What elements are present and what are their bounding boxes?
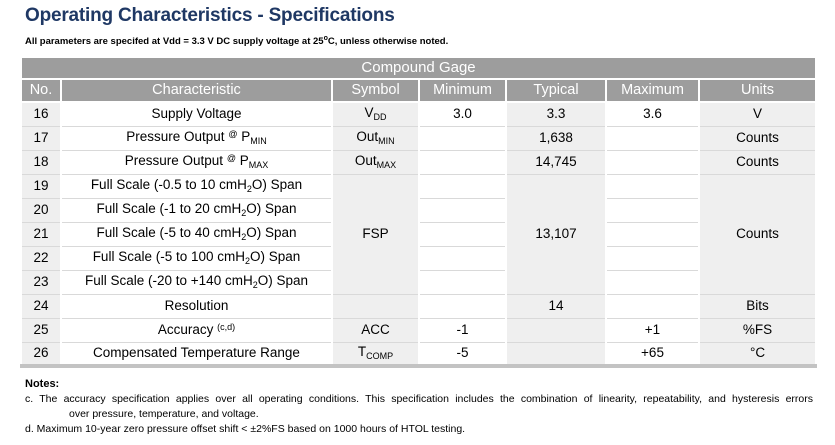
table-row: 23 Full Scale (-20 to +140 cmH2O) Span — [20, 269, 816, 295]
cell-typical — [505, 341, 607, 368]
cell-characteristic: Compensated Temperature Range — [60, 341, 333, 368]
table-row: 17 Pressure Output @ PMIN OutMIN 1,638 Count… — [20, 125, 818, 151]
cell-typical — [505, 317, 607, 343]
table-row: 21 Full Scale (-5 to 40 cmH2O) Span — [20, 221, 816, 247]
cell-minimum — [418, 293, 507, 319]
cell-maximum — [605, 173, 700, 199]
column-header-symbol: Symbol — [331, 78, 420, 103]
table-row: 25 Accuracy (c,d) ACC -1 +1 %FS — [20, 317, 818, 343]
cell-maximum — [605, 149, 700, 175]
note-d: d. Maximum 10-year zero pressure offset … — [25, 422, 466, 435]
cell-no: 16 — [20, 101, 62, 127]
cell-characteristic: Full Scale (-0.5 to 10 cmH2O) Span — [60, 173, 333, 199]
cell-minimum — [418, 197, 507, 223]
subtitle-degree-sup: o — [323, 35, 328, 42]
cell-no: 22 — [20, 245, 62, 271]
note-c-line1: c. The accuracy specification applies ov… — [25, 393, 813, 406]
cell-symbol: OutMAX — [331, 149, 420, 175]
table-body: 16 Supply Voltage VDD 3.0 3.3 3.6 V 17 Pressure … — [20, 101, 818, 368]
cell-minimum: -1 — [418, 317, 507, 343]
cell-maximum: +1 — [605, 317, 700, 343]
subtitle: All parameters are specifed at Vdd = 3.3… — [25, 35, 448, 47]
cell-no: 24 — [20, 293, 62, 319]
cell-symbol: OutMIN — [331, 125, 420, 151]
table-row: 22 Full Scale (-5 to 100 cmH2O) Span — [20, 245, 816, 271]
cell-minimum — [418, 245, 507, 271]
column-header-minimum: Minimum — [418, 78, 507, 103]
cell-maximum — [605, 245, 700, 271]
column-header-units: Units — [697, 78, 818, 103]
cell-minimum: 3.0 — [418, 101, 507, 127]
cell-characteristic: Full Scale (-1 to 20 cmH2O) Span — [60, 197, 333, 223]
column-header-maximum: Maximum — [605, 78, 700, 103]
table-group-header-row: Compound Gage — [19, 56, 818, 80]
cell-typical: 3.3 — [505, 101, 607, 127]
notes-section: Notes: c. The accuracy specification app… — [25, 377, 813, 436]
cell-characteristic: Pressure Output @ PMAX — [60, 149, 333, 175]
cell-maximum: 3.6 — [605, 101, 700, 127]
notes-label: Notes: — [25, 378, 60, 390]
cell-no: 17 — [20, 125, 62, 151]
note-c-line2: over pressure, temperature, and voltage. — [69, 408, 259, 421]
cell-characteristic: Full Scale (-20 to +140 cmH2O) Span — [60, 269, 333, 295]
cell-no: 20 — [20, 197, 62, 223]
table-group-header: Compound Gage — [19, 56, 818, 80]
cell-minimum — [418, 269, 507, 295]
cell-maximum: +65 — [605, 341, 700, 368]
cell-symbol — [331, 293, 420, 319]
cell-typical: 14 — [505, 293, 607, 319]
cell-minimum — [418, 221, 507, 247]
cell-no: 19 — [20, 173, 62, 199]
table-row: 16 Supply Voltage VDD 3.0 3.3 3.6 V — [20, 101, 818, 127]
cell-characteristic: Supply Voltage — [60, 101, 333, 127]
column-header-no: No. — [20, 78, 62, 103]
cell-characteristic: Accuracy (c,d) — [60, 317, 333, 343]
cell-symbol: ACC — [331, 317, 420, 343]
table-row: 19 Full Scale (-0.5 to 10 cmH2O) Span FSP 1… — [20, 173, 818, 295]
cell-symbol: TCOMP — [331, 341, 420, 368]
cell-minimum — [418, 173, 507, 199]
cell-no: 25 — [20, 317, 62, 343]
cell-maximum — [605, 197, 700, 223]
cell-no: 18 — [20, 149, 62, 175]
cell-maximum — [605, 221, 700, 247]
cell-typical: 13,107 — [505, 173, 607, 295]
cell-characteristic: Full Scale (-5 to 40 cmH2O) Span — [60, 221, 333, 247]
cell-units: V — [697, 101, 818, 127]
cell-units: Counts — [697, 149, 818, 175]
cell-characteristic: Full Scale (-5 to 100 cmH2O) Span — [60, 245, 333, 271]
cell-minimum — [418, 125, 507, 151]
cell-typical: 1,638 — [505, 125, 607, 151]
cell-units: Counts — [697, 125, 818, 151]
cell-units: Counts — [697, 173, 818, 295]
cell-maximum — [605, 293, 700, 319]
cell-maximum — [605, 125, 700, 151]
table-header-row: No. Characteristic Symbol Minimum Typica… — [20, 78, 818, 103]
cell-symbol: FSP — [331, 173, 420, 295]
cell-no: 23 — [20, 269, 62, 295]
subtitle-text-pre: All parameters are specifed at Vdd = 3.3… — [25, 36, 324, 48]
cell-minimum: -5 — [418, 341, 507, 368]
page-title: Operating Characteristics - Specificatio… — [25, 5, 395, 26]
cell-units: Bits — [697, 293, 818, 319]
cell-minimum — [418, 149, 507, 175]
cell-no: 21 — [20, 221, 62, 247]
column-header-typical: Typical — [505, 78, 607, 103]
subtitle-text-post: C, unless otherwise noted. — [327, 36, 449, 48]
table-row: 20 Full Scale (-1 to 20 cmH2O) Span — [20, 197, 816, 223]
table-row: 18 Pressure Output @ PMAX OutMAX 14,745 Coun… — [20, 149, 818, 175]
cell-no: 26 — [20, 341, 62, 368]
column-header-characteristic: Characteristic — [60, 78, 333, 103]
cell-units: %FS — [697, 317, 818, 343]
cell-characteristic: Pressure Output @ PMIN — [60, 125, 333, 151]
cell-maximum — [605, 269, 700, 295]
cell-units: °C — [697, 341, 818, 368]
table-row: 26 Compensated Temperature Range TCOMP -5 +6… — [20, 341, 818, 368]
table-row: 24 Resolution 14 Bits — [20, 293, 818, 319]
cell-typical: 14,745 — [505, 149, 607, 175]
cell-characteristic: Resolution — [60, 293, 333, 319]
specifications-table: Compound Gage No. Characteristic Symbol … — [19, 56, 818, 368]
cell-symbol: VDD — [331, 101, 420, 127]
